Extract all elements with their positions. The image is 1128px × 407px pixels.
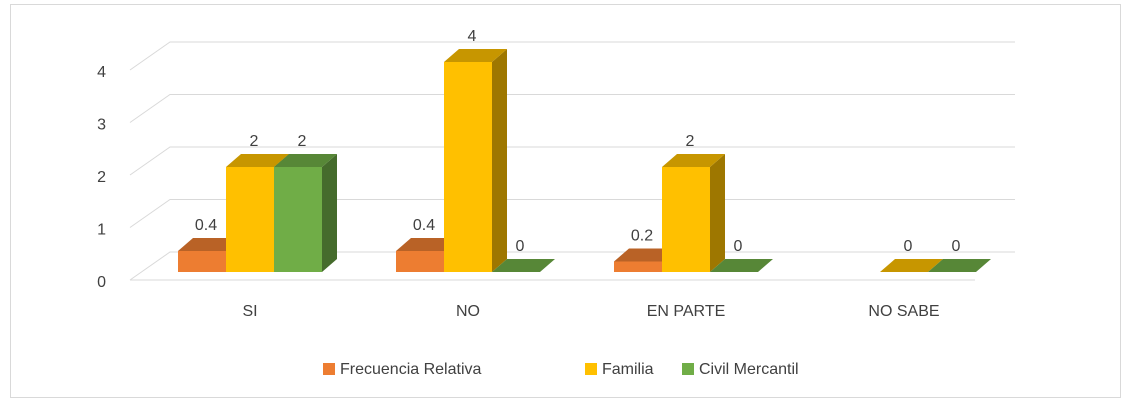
grid-line	[129, 199, 1015, 228]
data-label: 4	[468, 28, 477, 45]
grid-line	[129, 146, 1015, 176]
legend-swatch	[585, 363, 597, 375]
bar	[710, 259, 773, 272]
bar-top	[880, 259, 943, 272]
data-label: 0	[734, 238, 743, 255]
data-label: 2	[686, 133, 695, 150]
x-tick-label: NO	[456, 303, 480, 320]
bar-front	[662, 167, 710, 272]
x-tick-label: EN PARTE	[647, 303, 726, 320]
bar-top	[226, 154, 289, 167]
y-tick-label: 3	[97, 117, 106, 134]
bar-top	[396, 238, 459, 251]
bar	[880, 259, 943, 272]
bar-top	[662, 154, 725, 167]
bar-side	[322, 154, 337, 272]
y-tick-label: 4	[97, 64, 106, 81]
bar-front	[274, 167, 322, 272]
y-tick-label: 1	[97, 222, 106, 239]
grid-line	[129, 94, 1015, 123]
y-tick-label: 2	[97, 169, 106, 186]
legend-swatch	[682, 363, 694, 375]
data-label: 2	[250, 133, 259, 150]
bar-top	[492, 259, 555, 272]
bar	[492, 259, 555, 272]
bar-front	[178, 251, 226, 272]
x-tick-label: SI	[242, 303, 257, 320]
bar	[274, 154, 337, 272]
legend-label: Familia	[602, 361, 654, 378]
bar-top	[444, 49, 507, 62]
bar-front	[226, 167, 274, 272]
y-tick-label: 0	[97, 274, 106, 291]
bar-front	[444, 62, 492, 272]
bar-front	[396, 251, 444, 272]
data-label: 2	[298, 133, 307, 150]
bar-top	[928, 259, 991, 272]
data-label: 0.4	[195, 217, 217, 234]
bar-top	[178, 238, 241, 251]
data-label: 0.4	[413, 217, 435, 234]
data-label: 0	[516, 238, 525, 255]
legend-label: Frecuencia Relativa	[340, 361, 482, 378]
data-label: 0	[904, 238, 913, 255]
x-tick-label: NO SABE	[868, 303, 939, 320]
data-label: 0	[952, 238, 961, 255]
bar-side	[710, 154, 725, 272]
bar-top	[614, 248, 677, 262]
bar-top	[274, 154, 337, 167]
data-label: 0.2	[631, 228, 653, 245]
legend-label: Civil Mercantil	[699, 361, 799, 378]
bar-side	[492, 49, 507, 272]
bar-front	[614, 261, 662, 272]
legend-swatch	[323, 363, 335, 375]
bar	[444, 49, 507, 272]
bar	[662, 154, 725, 272]
bar-top	[710, 259, 773, 272]
grid-line	[129, 251, 1015, 281]
chart-border	[10, 4, 1121, 398]
bar	[928, 259, 991, 272]
grid-line	[129, 41, 1015, 71]
